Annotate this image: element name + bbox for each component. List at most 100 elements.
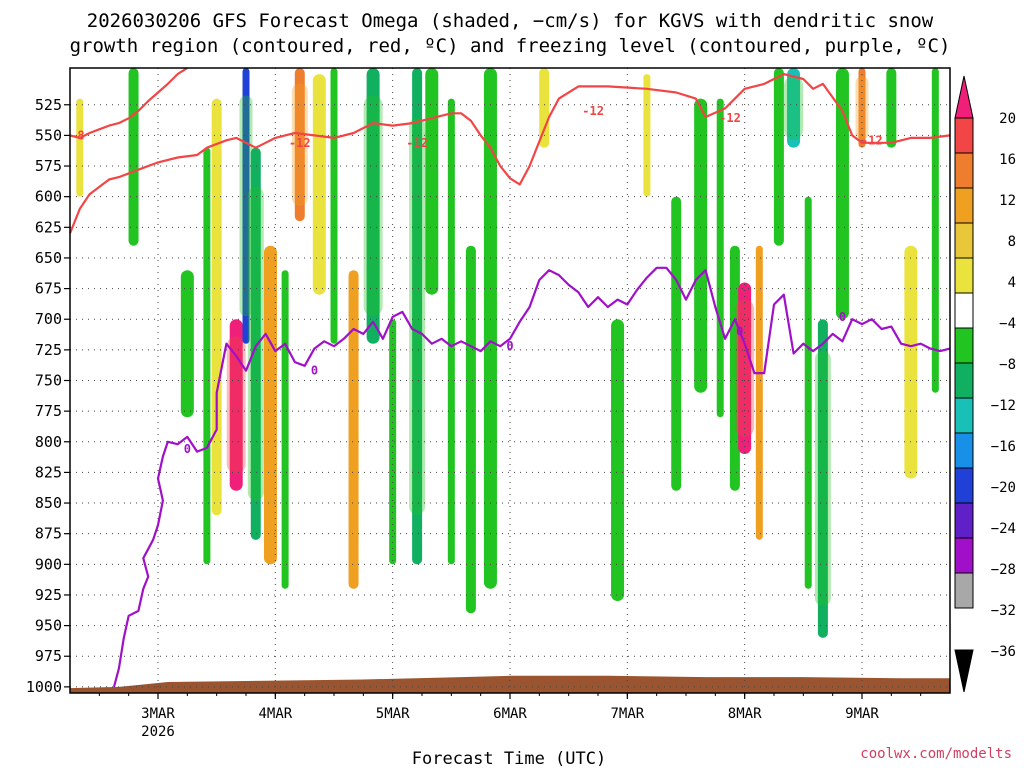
omega-band-halo [291,83,308,206]
omega-band [180,270,194,418]
omega-band [886,68,897,148]
y-tick-label: 550 [35,126,62,144]
omega-band [203,147,211,565]
x-tick-label: 7MAR [610,706,644,722]
omega-band-halo [409,117,426,515]
contour-line [112,266,951,688]
y-tick-label: 600 [35,188,62,206]
colorbar-label: 16 [999,152,1016,168]
omega-band [76,98,84,197]
omega-band-halo [814,351,831,606]
x-axis-label: Forecast Time (UTC) [412,749,606,768]
credit-link[interactable]: coolwx.com/modelts [860,746,1012,762]
omega-band [804,196,812,589]
chart-title-line-1: 2026030206 GFS Forecast Omega (shaded, −… [87,10,934,32]
colorbar-label: 12 [999,193,1016,209]
x-tick-label: 6MAR [493,706,527,722]
y-tick-label: 875 [35,525,62,543]
colorbar-label: −32 [991,603,1016,619]
contour-label: 0 [506,339,513,353]
omega-band [366,68,380,344]
omega-band [694,98,708,393]
y-tick-label: 850 [35,494,62,512]
y-tick-label: 525 [35,96,62,114]
contour-lines: -8 -12 -12 -12 -12 -12 0 0 0 0 0 [68,67,951,688]
omega-band [294,68,305,222]
omega-band-halo [363,95,383,317]
colorbar-swatch [954,152,974,189]
colorbar-swatch [954,187,974,224]
omega-band [425,68,439,295]
omega-band-halo [226,336,246,474]
omega-band [729,245,740,491]
omega-band [835,68,849,320]
omega-band [263,245,277,565]
y-tick-label: 700 [35,310,62,328]
colorbar-label: −16 [991,439,1016,455]
colorbar-label: −36 [991,644,1016,660]
omega-band [611,319,625,602]
colorbar-label: −28 [991,562,1016,578]
contour-line [68,72,951,234]
omega-band [330,68,338,344]
y-tick-label: 725 [35,341,62,359]
colorbar-bottom-triangle [954,649,974,693]
omega-band [539,68,550,148]
omega-band [787,68,801,148]
contour-label: -12 [719,111,741,125]
colorbar-swatch [954,572,974,609]
omega-band [483,68,497,589]
colorbar-top-triangle [954,75,974,119]
omega-band [931,68,939,393]
colorbar-swatch [954,432,974,469]
colorbar-swatch [954,222,974,259]
y-tick-label: 950 [35,617,62,635]
y-tick-label: 825 [35,463,62,481]
colorbar-label: 4 [1008,275,1016,291]
x-tick-label: 8MAR [728,706,762,722]
colorbar-swatch [954,292,974,329]
x-tick-label: 3MAR [141,706,175,722]
contour-label: -12 [289,136,311,150]
contour-line [69,67,188,139]
x-tick-label: 5MAR [376,706,410,722]
omega-band [671,196,682,491]
colorbar-label: 20 [999,111,1016,127]
colorbar-swatch [954,257,974,294]
colorbar: 20 16 12 8 4 −4 −8 −12 −16 −20 −24 −28 −32 −36 [954,75,1016,693]
colorbar-swatch [954,537,974,574]
x-tick-label: 4MAR [258,706,292,722]
colorbar-swatch [954,362,974,399]
colorbar-label: 8 [1008,234,1016,250]
contour-label: -12 [582,104,604,118]
omega-band [858,68,866,148]
contour-label: 0 [839,310,846,324]
x-tick-label: 9MAR [845,706,879,722]
contour-label: 0 [184,442,191,456]
contour-label: -12 [861,133,883,147]
omega-band-halo [247,186,264,501]
omega-band [773,68,784,246]
omega-band [516,147,524,295]
contour-label: 0 [311,364,318,378]
omega-band [281,270,289,589]
y-tick-label: 650 [35,249,62,267]
contour-label: -12 [406,136,428,150]
colorbar-label: −20 [991,480,1016,496]
omega-band [465,245,476,614]
y-tick-label: 1000 [26,678,62,696]
y-tick-label: 675 [35,280,62,298]
colorbar-swatch [954,397,974,434]
omega-band-halo [784,75,804,140]
colorbar-label: −4 [999,316,1016,332]
y-tick-label: 800 [35,433,62,451]
omega-band [348,270,359,589]
omega-band [312,74,326,295]
colorbar-swatch [954,117,974,154]
contour-label: -8 [70,128,84,142]
plot-area [70,68,950,693]
chart-title-line-2: growth region (contoured, red, ºC) and f… [70,35,951,57]
grid-lines [70,68,950,693]
y-tick-label: 575 [35,157,62,175]
